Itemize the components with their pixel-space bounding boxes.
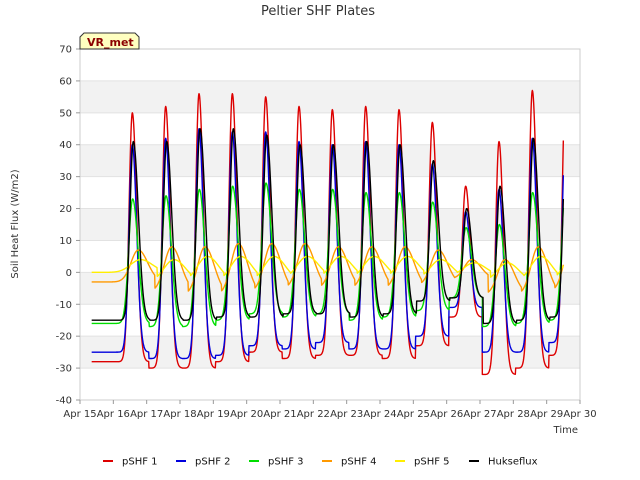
x-axis-ticks: Apr 15 Apr 16 Apr 17 Apr 18 Apr 19 Apr 20 Apr …: [63, 400, 597, 420]
y-tick-label: 20: [59, 204, 72, 215]
x-tick-label: Apr 23: [330, 409, 363, 420]
y-tick-label: 50: [59, 108, 72, 119]
chart-title: Peltier SHF Plates: [261, 4, 375, 19]
x-tick-label: Apr 29: [530, 409, 563, 420]
grid-band: [80, 49, 580, 81]
x-tick-label: Apr 19: [197, 409, 230, 420]
annotation-badge-label: VR_met: [87, 36, 134, 49]
y-axis-ticks: -40 -30 -20 -10 0 10 20 30 40 50 60 70: [56, 45, 80, 407]
y-tick-label: 10: [59, 236, 72, 247]
x-tick-label: Apr 21: [263, 409, 296, 420]
legend: pSHF 1 pSHF 2 pSHF 3 pSHF 4 pSHF 5 Hukseflux: [103, 457, 538, 468]
x-tick-label: Apr 27: [463, 409, 496, 420]
series-line-hukseflux: [91, 128, 565, 325]
y-tick-label: 0: [66, 268, 72, 279]
x-tick-label: Apr 15: [63, 409, 96, 420]
annotation-badge-shape: [79, 32, 140, 50]
annotation-badge: VR_met: [79, 32, 140, 50]
y-tick-label: 60: [59, 76, 72, 87]
plot-frame: [79, 48, 581, 401]
grid-band: [80, 336, 580, 369]
series-layer: [91, 89, 565, 376]
y-tick-label: -10: [56, 300, 72, 311]
y-tick-label: -40: [56, 396, 72, 407]
x-tick-label: Apr 30: [563, 409, 596, 420]
legend-label: Hukseflux: [488, 457, 538, 468]
x-tick-label: Apr 18: [163, 409, 196, 420]
y-tick-label: 70: [59, 45, 72, 56]
y-tick-label: -30: [56, 364, 72, 375]
x-tick-label: Apr 16: [97, 409, 130, 420]
series-line-pshf-3: [91, 182, 565, 328]
grid-band: [80, 80, 580, 113]
legend-label: pSHF 2: [195, 457, 231, 468]
legend-label: pSHF 3: [268, 457, 304, 468]
x-tick-label: Apr 26: [430, 409, 463, 420]
x-tick-label: Apr 22: [297, 409, 330, 420]
x-tick-label: Apr 28: [497, 409, 530, 420]
grid-band: [80, 304, 580, 337]
x-tick-label: Apr 17: [130, 409, 163, 420]
legend-label: pSHF 4: [341, 457, 377, 468]
x-tick-label: Apr 20: [230, 409, 263, 420]
x-tick-label: Apr 25: [397, 409, 430, 420]
y-tick-label: 40: [59, 140, 72, 151]
legend-label: pSHF 1: [122, 457, 158, 468]
y-tick-label: 30: [59, 172, 72, 183]
x-tick-label: Apr 24: [363, 409, 396, 420]
legend-label: pSHF 5: [414, 457, 450, 468]
y-tick-label: -20: [56, 332, 72, 343]
grid-band: [80, 368, 580, 400]
y-axis-title: Soil Heat Flux (W/m2): [10, 169, 21, 278]
x-axis-title: Time: [553, 425, 578, 436]
